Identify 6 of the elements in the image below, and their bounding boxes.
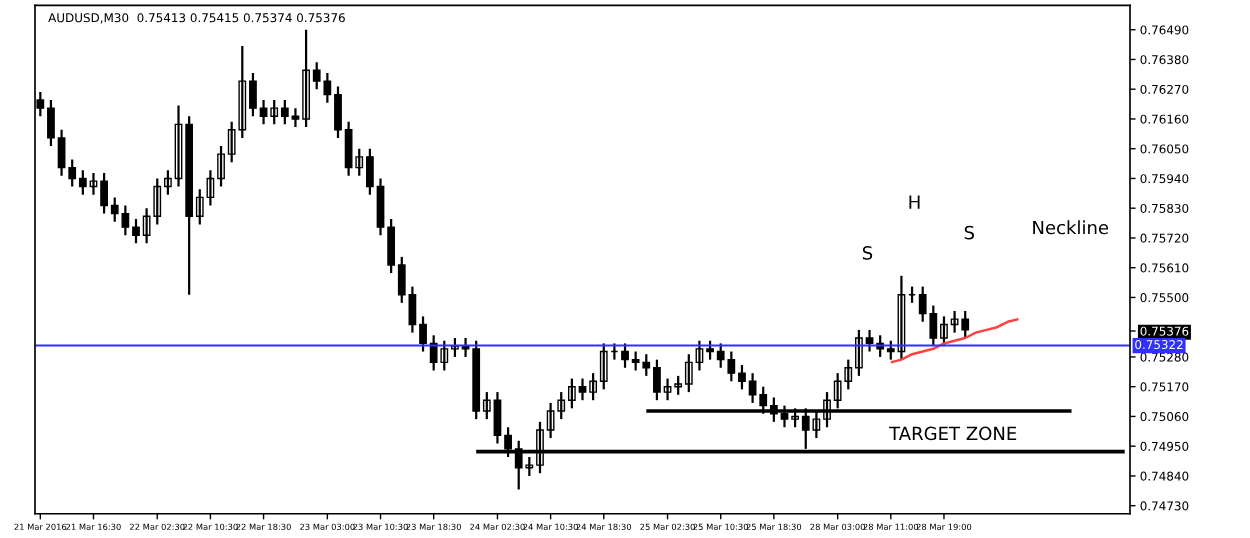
annotation: S [964, 225, 975, 240]
line-series [889, 317, 1020, 364]
annotation: S [862, 246, 873, 260]
annotation: TARGET ZONE [889, 426, 1017, 441]
annotation: H [909, 195, 920, 209]
annotation: Neckline [1033, 220, 1109, 235]
